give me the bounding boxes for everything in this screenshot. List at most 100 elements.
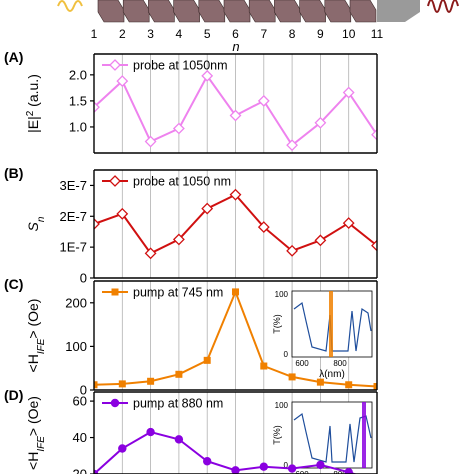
data-point xyxy=(314,116,327,129)
legend: pump at 880 nm xyxy=(102,397,223,411)
data-point xyxy=(147,377,155,385)
inset-xtick-label: 800 xyxy=(333,359,347,368)
data-point xyxy=(342,217,355,229)
ylabel-main: |E| xyxy=(25,116,41,133)
data-point xyxy=(257,94,270,107)
data-point xyxy=(371,239,377,252)
pump-wavelength-marker xyxy=(329,291,333,357)
layer-block xyxy=(198,0,226,23)
ytick-label: 1.0 xyxy=(69,119,87,134)
layer-index-label: 2 xyxy=(119,27,126,41)
ylabel-main: S xyxy=(25,221,41,231)
inset-ylabel: T(%) xyxy=(272,314,282,334)
y-axis-label: <HIFE> (Oe) xyxy=(25,299,47,373)
layer-block xyxy=(173,0,200,23)
legend-label: probe at 1050nm xyxy=(133,59,228,73)
layer-block xyxy=(148,0,175,23)
layer-index-label: 7 xyxy=(260,27,267,41)
ylabel-main: <H xyxy=(25,452,41,470)
layer-index-label: 11 xyxy=(371,27,384,41)
panel-label: (A) xyxy=(4,49,23,65)
inset-xtick-label: 600 xyxy=(295,470,309,474)
plot-area xyxy=(94,54,377,153)
inset-xlabel: λ(nm) xyxy=(319,369,345,380)
legend-label: pump at 880 nm xyxy=(133,397,223,411)
data-point xyxy=(144,135,157,148)
layer-index-label: 8 xyxy=(289,27,296,41)
layer-block xyxy=(274,0,301,23)
data-point xyxy=(229,109,242,122)
inset-ytick-label: 0 xyxy=(284,350,289,359)
layer-block xyxy=(122,0,150,23)
data-point xyxy=(231,466,240,474)
data-point xyxy=(203,356,211,364)
layer-block xyxy=(248,0,276,23)
legend-marker xyxy=(110,398,120,408)
data-point xyxy=(116,207,129,220)
inset-ytick-label: 0 xyxy=(284,461,289,470)
y-axis-label: Sn xyxy=(25,216,47,231)
data-point xyxy=(172,233,185,246)
data-point xyxy=(342,86,355,99)
panel-label: (C) xyxy=(4,276,23,292)
data-point xyxy=(94,101,100,114)
plot-area xyxy=(94,170,377,278)
ylabel-sup: 2 xyxy=(25,110,36,116)
data-point xyxy=(288,373,296,381)
ytick-label: 1.5 xyxy=(69,93,87,108)
data-point xyxy=(118,444,127,453)
data-point xyxy=(260,362,268,370)
data-point xyxy=(172,122,185,135)
data-point xyxy=(118,380,126,388)
incident-beam-icon xyxy=(57,0,83,12)
data-point xyxy=(94,381,98,389)
legend-label: pump at 745 nm xyxy=(133,286,223,300)
layer-index-label: 4 xyxy=(176,27,183,41)
ylabel-sub: IFE xyxy=(36,436,47,452)
ylabel-tail: > (Oe) xyxy=(25,299,41,339)
data-point xyxy=(146,427,155,437)
substrate-block xyxy=(377,0,420,22)
layer-index-label: 3 xyxy=(147,27,154,41)
data-point xyxy=(144,247,157,260)
inset-xtick-label: 800 xyxy=(333,470,347,474)
data-point xyxy=(371,128,377,141)
layer-block xyxy=(349,0,377,23)
data-point xyxy=(116,75,129,88)
data-point xyxy=(259,462,268,471)
ytick-label: 3E-7 xyxy=(60,178,87,193)
ylabel-sub: n xyxy=(36,216,47,222)
ytick-label: 20 xyxy=(73,467,87,474)
ylabel-tail: (a.u.) xyxy=(25,74,41,111)
layer-index-label: 1 xyxy=(91,27,98,41)
data-point xyxy=(286,244,299,257)
y-axis-label: |E|2 (a.u.) xyxy=(25,74,42,133)
legend-marker xyxy=(111,288,119,296)
data-point xyxy=(203,457,212,466)
legend-marker xyxy=(109,59,121,71)
data-point xyxy=(229,188,242,201)
data-point xyxy=(316,378,324,386)
legend-marker xyxy=(109,175,121,187)
data-point xyxy=(174,435,184,444)
inset-ylabel: T(%) xyxy=(272,425,282,445)
data-point xyxy=(201,202,214,215)
ylabel-main: <H xyxy=(25,354,41,372)
legend: pump at 745 nm xyxy=(102,286,223,300)
ytick-label: 0 xyxy=(80,271,87,286)
layer-block xyxy=(324,0,352,23)
inset-xtick-label: 600 xyxy=(295,359,309,368)
data-point xyxy=(175,370,183,378)
inset-ytick-label: 100 xyxy=(275,290,289,299)
data-point xyxy=(286,139,299,152)
ytick-label: 60 xyxy=(73,394,87,409)
data-point xyxy=(232,288,239,296)
